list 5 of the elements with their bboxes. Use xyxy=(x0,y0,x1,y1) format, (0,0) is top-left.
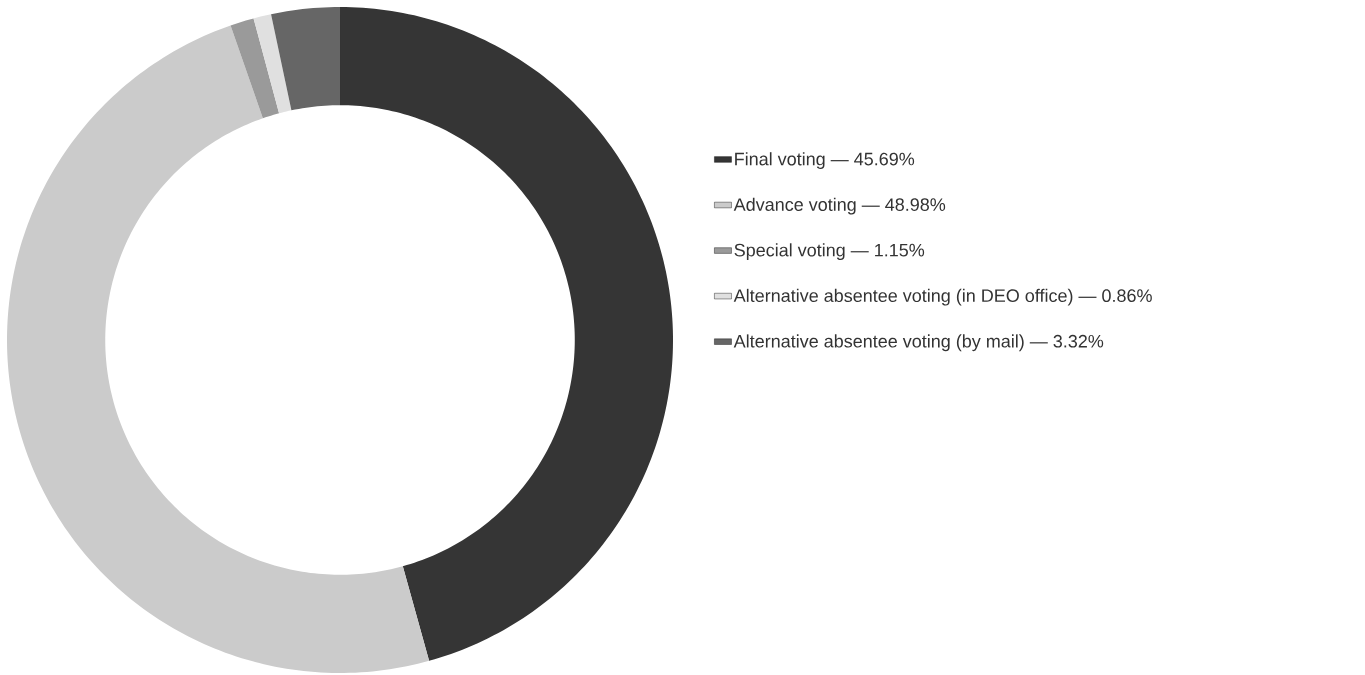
legend-label: Alternative absentee voting (in DEO office) — 0.86% xyxy=(733,288,1152,306)
legend-label: Special voting — 1.15% xyxy=(734,243,925,261)
legend-label: Alternative absentee voting (by mail) — 3.32% xyxy=(733,334,1104,352)
legend-label: Final voting — 45.69% xyxy=(735,152,915,169)
legend-label: Advance voting — 48.98% xyxy=(733,197,946,215)
